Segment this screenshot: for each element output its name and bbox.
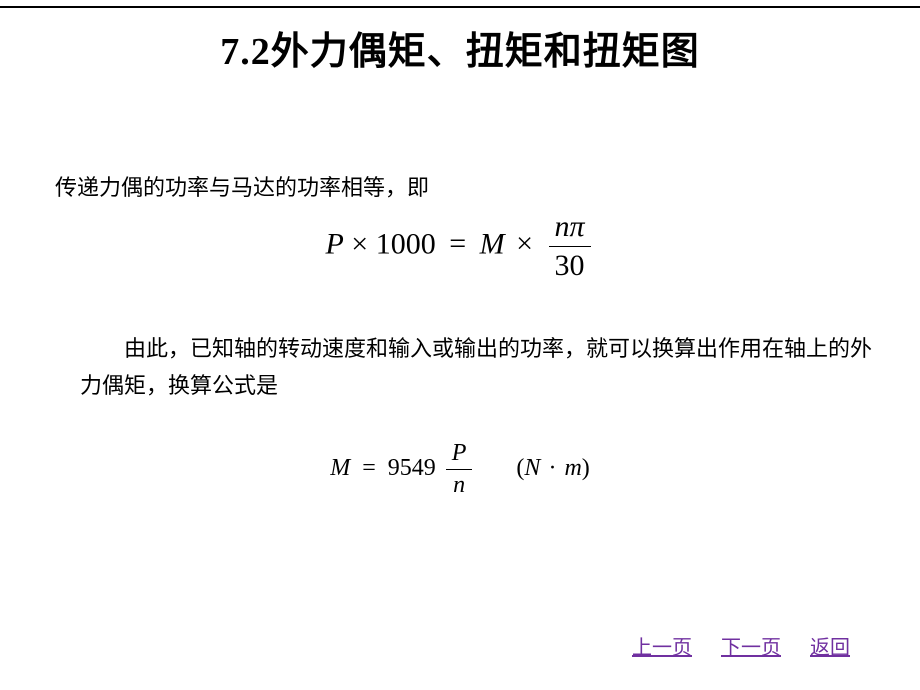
top-rule	[0, 6, 920, 8]
eq2-equals: =	[362, 455, 376, 481]
intro-text: 传递力偶的功率与马达的功率相等，即	[55, 175, 429, 200]
eq2-close-paren: )	[582, 455, 590, 481]
equation-2: M = 9549 P n (N · m)	[0, 440, 920, 499]
eq1-denominator: 30	[549, 247, 591, 283]
back-link[interactable]: 返回	[810, 637, 850, 659]
eq1-M: M	[480, 227, 505, 260]
nav-links: 上一页 下一页 返回	[608, 631, 850, 660]
page-title: 7.2外力偶矩、扭矩和扭矩图	[0, 20, 920, 75]
eq2-fraction: P n	[446, 440, 473, 499]
eq1-pi: π	[570, 210, 585, 243]
equation-1: P × 1000 = M × nπ 30	[0, 210, 920, 283]
body-text: 由此，已知轴的转动速度和输入或输出的功率，就可以换算出作用在轴上的外力偶矩，换算…	[80, 336, 872, 398]
eq2-dot: ·	[548, 455, 556, 481]
intro-paragraph: 传递力偶的功率与马达的功率相等，即	[55, 170, 875, 205]
title-text: 7.2外力偶矩、扭矩和扭矩图	[220, 31, 700, 73]
eq1-n: n	[555, 210, 570, 243]
eq2-N: N	[524, 455, 540, 481]
next-page-link[interactable]: 下一页	[721, 637, 781, 659]
eq2-coef: 9549	[388, 455, 436, 481]
eq2-m: m	[564, 455, 581, 481]
eq1-numerator: nπ	[549, 210, 591, 247]
eq2-M: M	[330, 455, 350, 481]
eq1-P: P	[325, 227, 343, 260]
prev-page-link[interactable]: 上一页	[632, 637, 692, 659]
eq1-1000: 1000	[376, 227, 436, 260]
eq2-denominator: n	[446, 470, 473, 499]
eq1-times-1: ×	[351, 227, 368, 260]
eq1-equals: =	[449, 227, 466, 260]
body-paragraph: 由此，已知轴的转动速度和输入或输出的功率，就可以换算出作用在轴上的外力偶矩，换算…	[80, 330, 880, 405]
eq2-numerator: P	[446, 440, 473, 470]
eq1-fraction: nπ 30	[549, 210, 591, 283]
eq1-times-2: ×	[516, 227, 533, 260]
